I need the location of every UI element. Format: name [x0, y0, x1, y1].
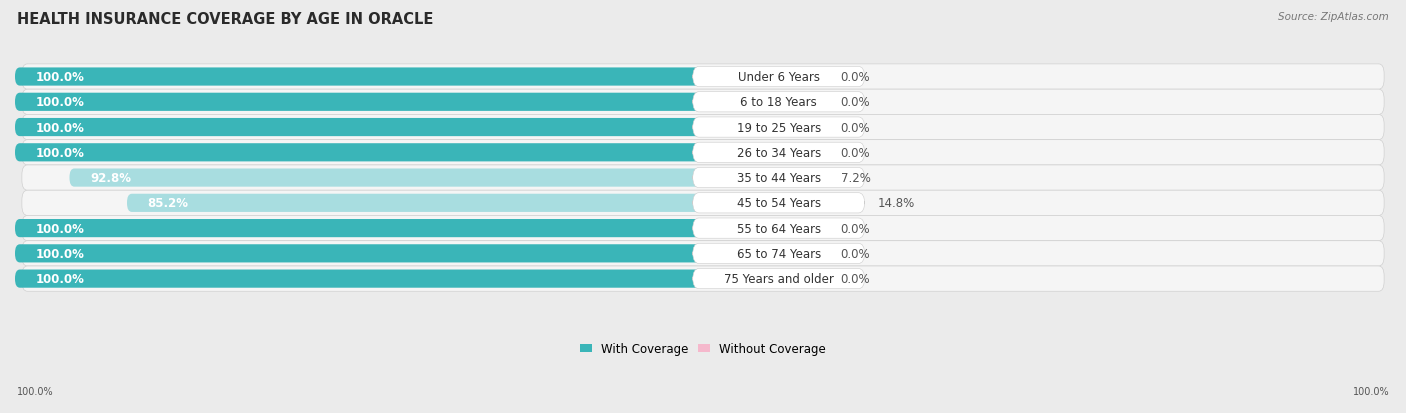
FancyBboxPatch shape: [15, 144, 772, 162]
FancyBboxPatch shape: [15, 68, 772, 86]
Text: 14.8%: 14.8%: [877, 197, 914, 210]
Text: 0.0%: 0.0%: [841, 247, 870, 260]
Text: 100.0%: 100.0%: [35, 121, 84, 134]
FancyBboxPatch shape: [772, 194, 863, 212]
FancyBboxPatch shape: [22, 140, 1384, 166]
FancyBboxPatch shape: [772, 68, 827, 86]
FancyBboxPatch shape: [693, 143, 865, 163]
FancyBboxPatch shape: [127, 194, 772, 212]
FancyBboxPatch shape: [22, 90, 1384, 115]
FancyBboxPatch shape: [22, 65, 1384, 90]
Text: 65 to 74 Years: 65 to 74 Years: [737, 247, 821, 260]
FancyBboxPatch shape: [69, 169, 772, 187]
Text: 100.0%: 100.0%: [35, 273, 84, 285]
Text: HEALTH INSURANCE COVERAGE BY AGE IN ORACLE: HEALTH INSURANCE COVERAGE BY AGE IN ORAC…: [17, 12, 433, 27]
FancyBboxPatch shape: [15, 270, 772, 288]
Text: 100.0%: 100.0%: [35, 222, 84, 235]
Text: 100.0%: 100.0%: [35, 96, 84, 109]
Text: 0.0%: 0.0%: [841, 96, 870, 109]
FancyBboxPatch shape: [693, 93, 865, 113]
FancyBboxPatch shape: [22, 115, 1384, 140]
FancyBboxPatch shape: [772, 270, 827, 288]
Text: 85.2%: 85.2%: [148, 197, 188, 210]
Text: 75 Years and older: 75 Years and older: [724, 273, 834, 285]
Text: Under 6 Years: Under 6 Years: [738, 71, 820, 84]
FancyBboxPatch shape: [693, 269, 865, 289]
Text: 0.0%: 0.0%: [841, 273, 870, 285]
FancyBboxPatch shape: [772, 119, 827, 137]
Text: 0.0%: 0.0%: [841, 222, 870, 235]
Text: 19 to 25 Years: 19 to 25 Years: [737, 121, 821, 134]
FancyBboxPatch shape: [22, 216, 1384, 241]
Text: 0.0%: 0.0%: [841, 147, 870, 159]
Text: 100.0%: 100.0%: [1353, 387, 1389, 396]
FancyBboxPatch shape: [15, 244, 772, 263]
FancyBboxPatch shape: [772, 144, 827, 162]
Text: 35 to 44 Years: 35 to 44 Years: [737, 172, 821, 185]
FancyBboxPatch shape: [15, 119, 772, 137]
FancyBboxPatch shape: [15, 219, 772, 237]
Text: 100.0%: 100.0%: [17, 387, 53, 396]
FancyBboxPatch shape: [693, 193, 865, 214]
Text: 0.0%: 0.0%: [841, 71, 870, 84]
Text: 7.2%: 7.2%: [841, 172, 870, 185]
Text: 26 to 34 Years: 26 to 34 Years: [737, 147, 821, 159]
FancyBboxPatch shape: [693, 244, 865, 264]
FancyBboxPatch shape: [772, 219, 827, 237]
FancyBboxPatch shape: [693, 218, 865, 239]
FancyBboxPatch shape: [772, 244, 827, 263]
Text: Source: ZipAtlas.com: Source: ZipAtlas.com: [1278, 12, 1389, 22]
FancyBboxPatch shape: [693, 118, 865, 138]
Text: 45 to 54 Years: 45 to 54 Years: [737, 197, 821, 210]
Text: 0.0%: 0.0%: [841, 121, 870, 134]
FancyBboxPatch shape: [693, 67, 865, 88]
FancyBboxPatch shape: [22, 166, 1384, 191]
Text: 100.0%: 100.0%: [35, 247, 84, 260]
FancyBboxPatch shape: [772, 169, 827, 187]
Text: 55 to 64 Years: 55 to 64 Years: [737, 222, 821, 235]
Text: 92.8%: 92.8%: [90, 172, 131, 185]
Text: 100.0%: 100.0%: [35, 147, 84, 159]
Text: 6 to 18 Years: 6 to 18 Years: [741, 96, 817, 109]
FancyBboxPatch shape: [772, 93, 827, 112]
FancyBboxPatch shape: [15, 93, 772, 112]
Legend: With Coverage, Without Coverage: With Coverage, Without Coverage: [575, 337, 831, 360]
FancyBboxPatch shape: [693, 168, 865, 188]
Text: 100.0%: 100.0%: [35, 71, 84, 84]
FancyBboxPatch shape: [22, 191, 1384, 216]
FancyBboxPatch shape: [22, 241, 1384, 266]
FancyBboxPatch shape: [22, 266, 1384, 292]
